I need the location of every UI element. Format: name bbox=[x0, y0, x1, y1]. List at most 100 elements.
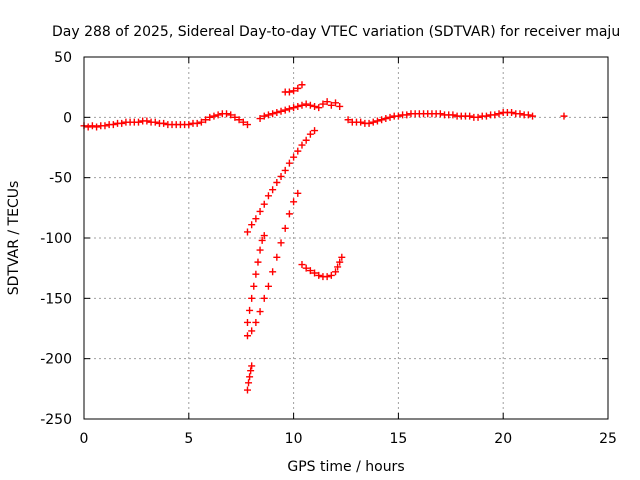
x-tick-label: 20 bbox=[494, 431, 512, 447]
data-point bbox=[252, 318, 260, 326]
data-point bbox=[524, 111, 532, 119]
data-point bbox=[285, 88, 293, 96]
x-axis-label: GPS time / hours bbox=[287, 459, 404, 475]
data-point bbox=[160, 119, 168, 127]
series-9 bbox=[298, 253, 346, 281]
data-point bbox=[357, 118, 365, 126]
data-point bbox=[197, 118, 205, 126]
data-point bbox=[269, 186, 277, 194]
data-point bbox=[250, 282, 258, 290]
data-point bbox=[248, 221, 256, 229]
data-point bbox=[227, 111, 235, 119]
data-point bbox=[206, 113, 214, 121]
data-point bbox=[143, 117, 151, 125]
data-point bbox=[93, 123, 101, 131]
data-point bbox=[185, 121, 193, 129]
y-tick-label: -200 bbox=[40, 352, 72, 368]
data-point bbox=[277, 172, 285, 180]
data-point bbox=[315, 271, 323, 279]
data-point bbox=[245, 379, 253, 387]
y-tick-label: -150 bbox=[40, 291, 72, 307]
data-point bbox=[302, 264, 310, 272]
data-point bbox=[281, 166, 289, 174]
data-point bbox=[264, 192, 272, 200]
data-point bbox=[256, 207, 264, 215]
chart-title: Day 288 of 2025, Sidereal Day-to-day VTE… bbox=[52, 24, 620, 40]
data-point bbox=[252, 215, 260, 223]
data-point bbox=[290, 153, 298, 161]
data-point bbox=[101, 122, 109, 130]
data-point bbox=[306, 101, 314, 109]
data-point bbox=[332, 99, 340, 107]
data-point bbox=[327, 271, 335, 279]
series-6 bbox=[243, 232, 268, 326]
data-point bbox=[560, 112, 568, 120]
data-point bbox=[223, 110, 231, 118]
data-point bbox=[336, 102, 344, 110]
data-point bbox=[294, 102, 302, 110]
data-point bbox=[474, 113, 482, 121]
series-0 bbox=[80, 110, 251, 131]
data-point bbox=[516, 110, 524, 118]
data-point bbox=[311, 127, 319, 135]
data-point bbox=[290, 198, 298, 206]
data-point bbox=[254, 258, 262, 266]
data-point bbox=[319, 100, 327, 108]
data-point bbox=[332, 268, 340, 276]
data-point bbox=[466, 112, 474, 120]
data-point bbox=[277, 239, 285, 247]
data-point bbox=[231, 113, 239, 121]
data-point bbox=[151, 118, 159, 126]
data-point bbox=[281, 224, 289, 232]
data-point bbox=[235, 116, 243, 124]
data-point bbox=[260, 294, 268, 302]
data-point bbox=[264, 111, 272, 119]
data-point bbox=[336, 258, 344, 266]
series-2 bbox=[281, 81, 306, 96]
data-point bbox=[294, 189, 302, 197]
data-point bbox=[294, 84, 302, 92]
data-point bbox=[243, 386, 251, 394]
data-point bbox=[323, 98, 331, 106]
data-point bbox=[508, 109, 516, 117]
data-point bbox=[290, 104, 298, 112]
x-tick-label: 10 bbox=[285, 431, 303, 447]
data-point bbox=[281, 106, 289, 114]
data-point bbox=[256, 246, 264, 254]
data-point bbox=[248, 362, 256, 370]
data-point bbox=[285, 210, 293, 218]
data-point bbox=[449, 111, 457, 119]
data-point bbox=[369, 118, 377, 126]
series-7 bbox=[243, 189, 302, 340]
data-point bbox=[239, 118, 247, 126]
y-tick-label: 50 bbox=[54, 50, 72, 66]
data-point bbox=[373, 117, 381, 125]
data-point bbox=[382, 115, 390, 123]
axis-ticks: 0 5 10 15 20 25 50 0 -50 -100 -150 -200 -250 bbox=[40, 50, 617, 447]
data-point bbox=[323, 273, 331, 281]
y-axis-label: SDTVAR / TECUs bbox=[6, 181, 22, 296]
data-point bbox=[109, 121, 117, 129]
series-4 bbox=[560, 112, 568, 120]
data-point bbox=[260, 200, 268, 208]
data-point bbox=[214, 111, 222, 119]
data-point bbox=[260, 232, 268, 240]
data-point bbox=[298, 141, 306, 149]
data-point bbox=[334, 263, 342, 271]
data-point bbox=[252, 270, 260, 278]
data-point bbox=[302, 136, 310, 144]
data-point bbox=[365, 119, 373, 127]
data-point bbox=[260, 112, 268, 120]
series-1 bbox=[256, 98, 344, 123]
data-point bbox=[273, 109, 281, 117]
data-point bbox=[243, 228, 251, 236]
data-point bbox=[248, 294, 256, 302]
data-point bbox=[248, 327, 256, 335]
data-point bbox=[285, 159, 293, 167]
data-point bbox=[246, 306, 254, 314]
data-point bbox=[394, 112, 402, 120]
data-point bbox=[482, 112, 490, 120]
data-point bbox=[344, 116, 352, 124]
data-point bbox=[193, 119, 201, 127]
